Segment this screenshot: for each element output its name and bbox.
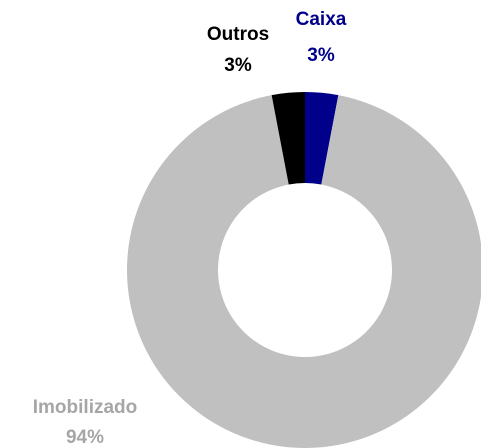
slice xyxy=(127,95,481,448)
value-label: 94% xyxy=(66,427,104,448)
slice-label: Outros xyxy=(207,24,269,45)
slice xyxy=(305,92,339,185)
value-label: 3% xyxy=(307,45,335,66)
slice-label: Imobilizado xyxy=(33,397,138,418)
slice xyxy=(271,92,305,185)
value-label: 3% xyxy=(224,55,252,76)
slice-label: Caixa xyxy=(296,9,347,30)
